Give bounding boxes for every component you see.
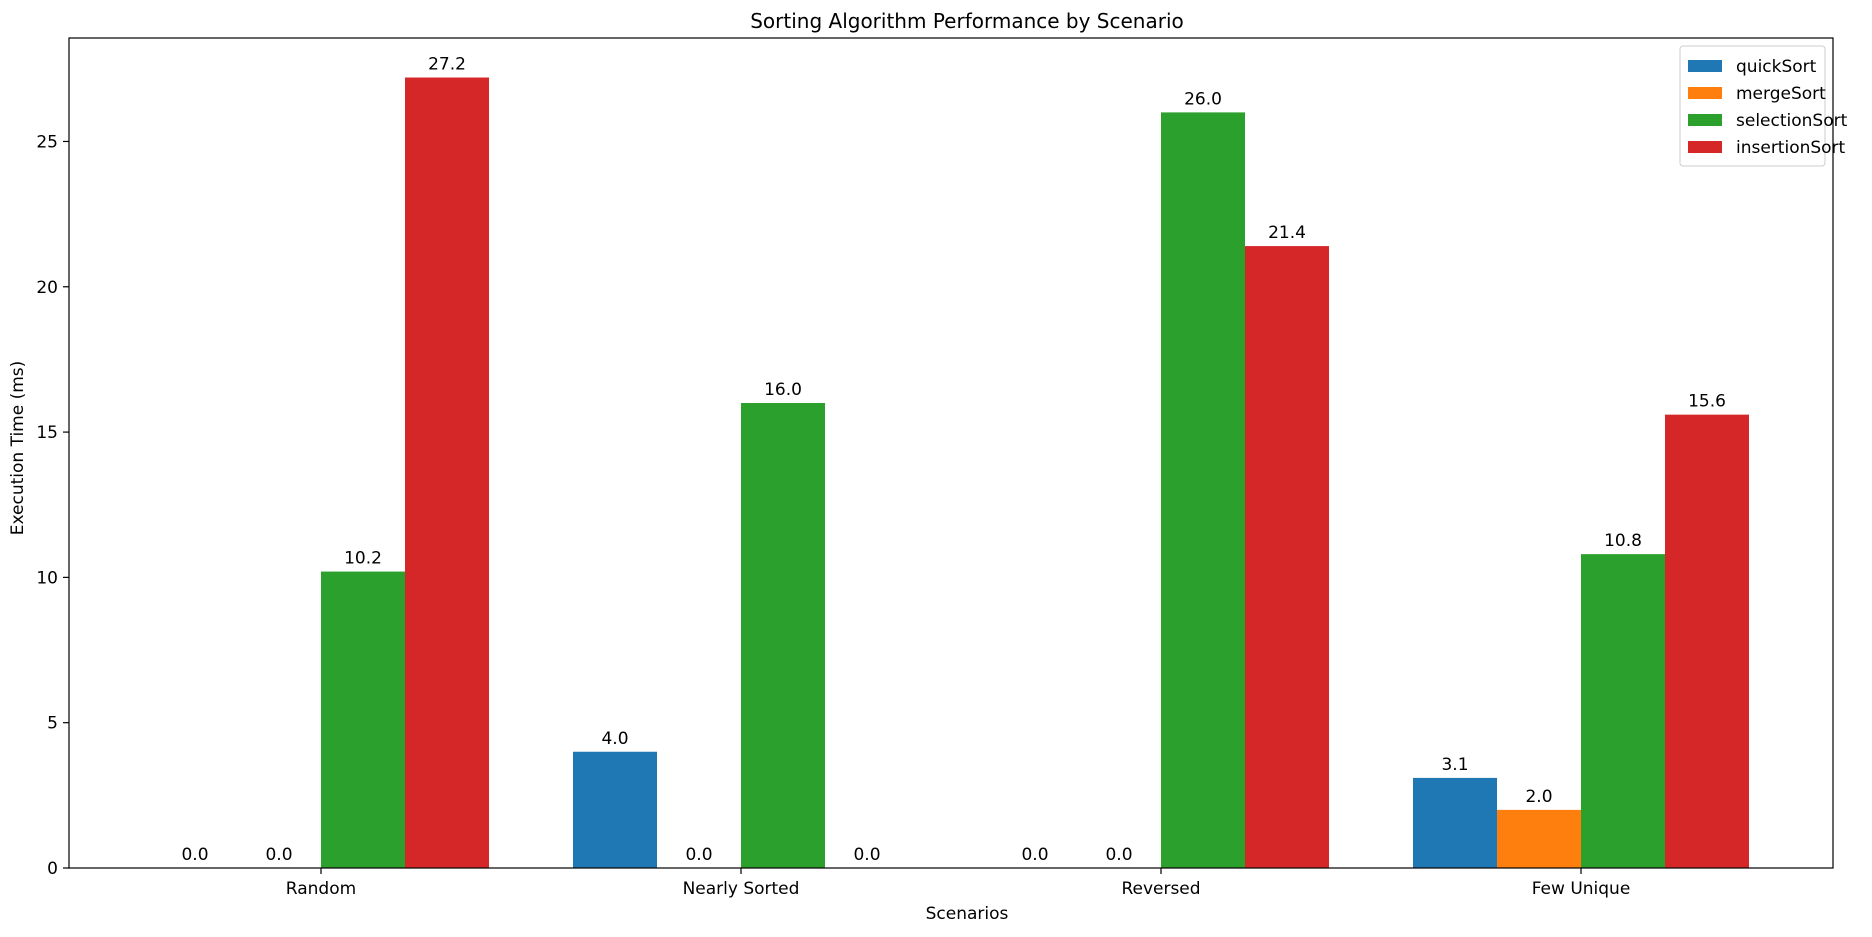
y-axis: 0 5 10 15 20 25 [36,132,69,879]
bar-insertionsort-few-unique [1665,414,1749,868]
data-label-quicksort-few-unique: 3.1 [1441,755,1468,775]
data-label-selectionsort-nearly-sorted: 16.0 [764,380,802,400]
bar-quicksort-few-unique [1413,777,1497,868]
y-tick-label: 5 [47,714,58,734]
data-label-selectionsort-reversed: 26.0 [1184,89,1222,109]
data-label-insertionsort-few-unique: 15.6 [1688,392,1726,412]
y-tick-label: 20 [36,278,58,298]
y-tick-label: 25 [36,132,58,152]
data-label-mergesort-random: 0.0 [265,845,292,865]
data-label-insertionsort-random: 27.2 [428,55,466,75]
data-label-mergesort-few-unique: 2.0 [1525,787,1552,807]
data-label-insertionsort-nearly-sorted: 0.0 [853,845,880,865]
bar-quicksort-nearly-sorted [573,751,657,868]
legend-label-insertionsort: insertionSort [1736,138,1846,158]
data-label-selectionsort-random: 10.2 [344,549,382,569]
data-label-mergesort-nearly-sorted: 0.0 [685,845,712,865]
y-axis-label: Execution Time (ms) [8,361,28,536]
legend: quickSort mergeSort selectionSort insertion… [1679,45,1848,167]
x-tick-label-random: Random [286,879,356,899]
legend-label-quicksort: quickSort [1736,57,1817,77]
x-tick-label-reversed: Reversed [1121,879,1200,899]
bar-mergesort-few-unique [1497,809,1581,868]
chart-title: Sorting Algorithm Performance by Scenari… [750,9,1184,33]
bar-selectionsort-reversed [1161,112,1245,868]
plot-frame [68,37,1834,869]
legend-swatch-insertionsort [1688,141,1722,153]
data-label-insertionsort-reversed: 21.4 [1268,223,1306,243]
bar-selectionsort-nearly-sorted [741,403,825,868]
legend-swatch-selectionsort [1688,114,1722,126]
data-label-quicksort-random: 0.0 [181,845,208,865]
bar-selectionsort-few-unique [1581,554,1665,868]
x-tick-label-nearly-sorted: Nearly Sorted [683,879,800,899]
bars-layer [321,77,1749,868]
legend-box [1679,45,1826,167]
bar-insertionsort-reversed [1245,246,1329,868]
bar-selectionsort-random [321,571,405,868]
data-label-mergesort-reversed: 0.0 [1105,845,1132,865]
y-tick-label: 10 [36,568,58,588]
y-tick-label: 15 [36,423,58,443]
x-axis-label: Scenarios [926,904,1009,924]
data-label-selectionsort-few-unique: 10.8 [1604,531,1642,551]
x-axis: Random Nearly Sorted Reversed Few Unique [286,868,1630,899]
legend-swatch-quicksort [1688,60,1722,72]
legend-swatch-mergesort [1688,87,1722,99]
data-label-quicksort-nearly-sorted: 4.0 [601,729,628,749]
data-labels-layer: 0.0 4.0 0.0 3.1 0.0 0.0 0.0 2.0 10.2 16.0 26.0 10.8… [181,55,1725,865]
legend-label-selectionsort: selectionSort [1736,111,1848,131]
legend-label-mergesort: mergeSort [1736,84,1826,104]
y-tick-label: 0 [47,859,58,879]
x-tick-label-few-unique: Few Unique [1532,879,1631,899]
data-label-quicksort-reversed: 0.0 [1021,845,1048,865]
bar-insertionsort-random [405,77,489,868]
